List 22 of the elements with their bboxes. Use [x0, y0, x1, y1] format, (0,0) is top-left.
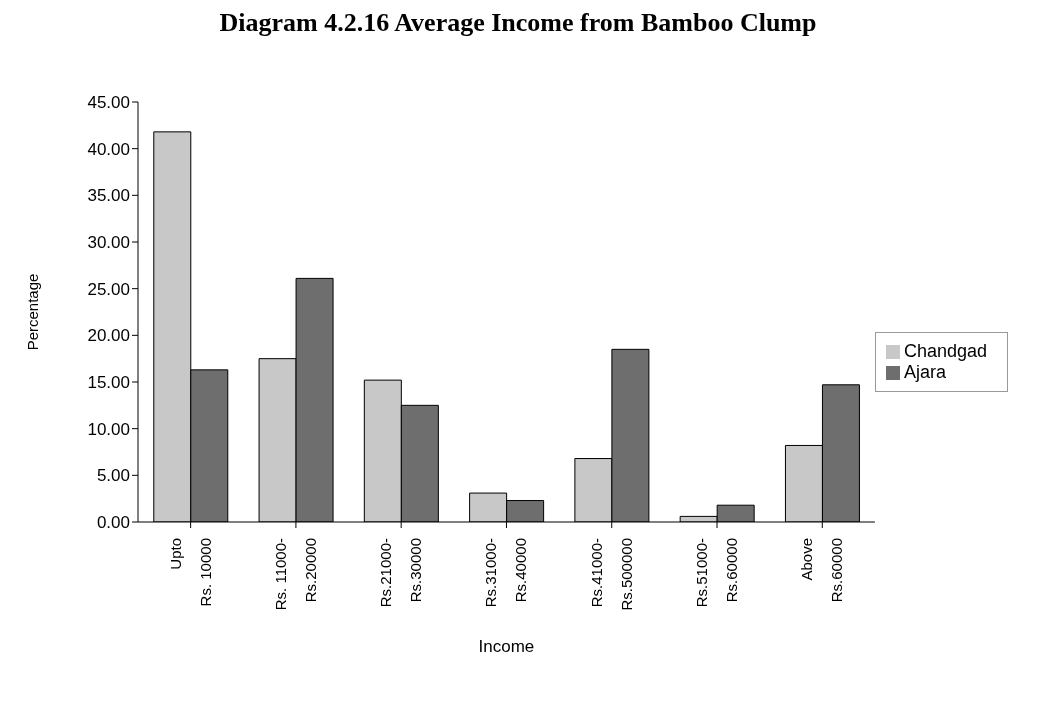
- y-tick-label: 5.00: [96, 466, 130, 486]
- x-tick-label: Upto Rs. 10000: [166, 538, 214, 607]
- x-tick-label: Rs.51000- Rs.60000: [693, 538, 741, 608]
- x-axis-title: Income: [478, 637, 535, 656]
- y-tick-label: 45.00: [87, 93, 130, 113]
- x-tick-label: Above Rs.60000: [798, 538, 846, 603]
- y-tick-label: 10.00: [87, 419, 130, 439]
- y-tick-label: 20.00: [87, 326, 130, 346]
- y-axis-title: Percentage: [24, 273, 42, 351]
- y-tick-label: 30.00: [87, 233, 130, 253]
- x-tick-label: Rs.21000- Rs.30000: [377, 538, 425, 608]
- chart-title: Diagram 4.2.16 Average Income from Bamboo Clump: [218, 8, 818, 39]
- y-tick-label: 15.00: [87, 373, 130, 393]
- y-tick-label: 0.00: [96, 513, 130, 533]
- legend-label: Ajara: [903, 362, 946, 382]
- y-tick-label: 40.00: [87, 139, 130, 159]
- x-tick-label: Rs. 11000- Rs.20000: [271, 538, 319, 611]
- y-tick-label: 25.00: [87, 279, 130, 299]
- x-tick-label: Rs.31000- Rs.40000: [482, 538, 530, 608]
- legend-label: Chandgad: [903, 341, 987, 361]
- y-tick-label: 35.00: [87, 186, 130, 206]
- x-tick-label: Rs.41000- Rs.500000: [587, 538, 635, 611]
